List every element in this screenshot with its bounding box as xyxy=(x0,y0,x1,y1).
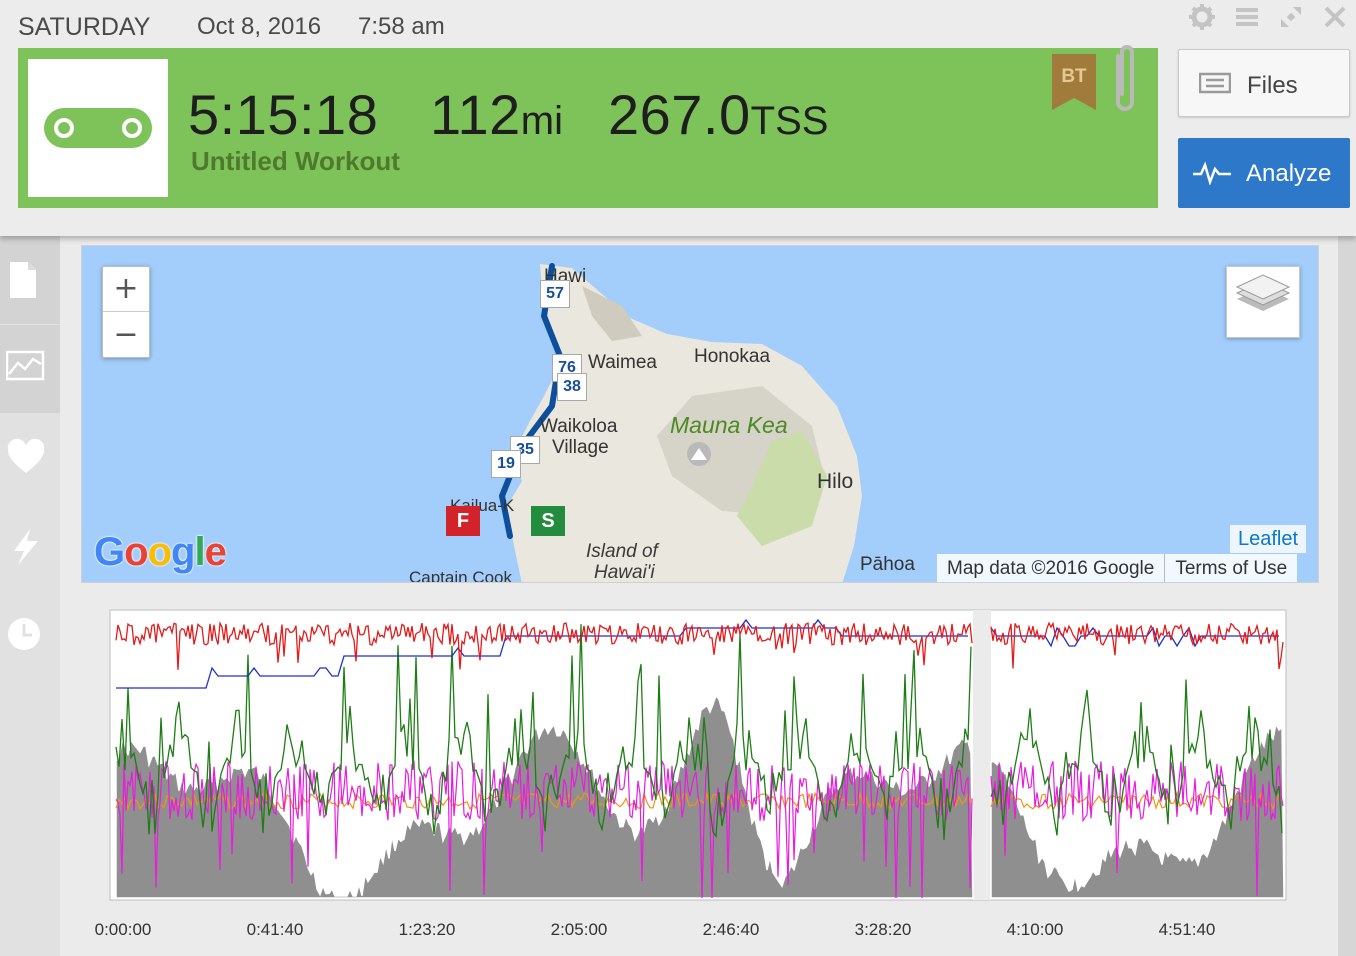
map-attribution: Map data ©2016 Google Terms of Use xyxy=(937,554,1298,582)
distance-value: 112 xyxy=(430,83,521,146)
sport-icon-box xyxy=(28,59,168,197)
tss-value: 267.0 xyxy=(608,83,751,146)
kohala-terrain xyxy=(582,286,642,341)
leaflet-link[interactable]: Leaflet xyxy=(1230,525,1307,553)
zoom-control: + − xyxy=(102,266,150,358)
x-axis-tick-label: 2:46:40 xyxy=(702,920,760,939)
graph-icon xyxy=(6,350,45,381)
forest-area xyxy=(737,431,827,546)
document-icon xyxy=(10,262,36,298)
map-label-hilo: Hilo xyxy=(817,470,854,493)
google-logo: Google xyxy=(94,530,227,574)
zoom-out-button[interactable]: − xyxy=(113,317,139,352)
x-axis-tick-label: 3:28:20 xyxy=(854,920,912,939)
menu-icon[interactable] xyxy=(1232,3,1262,31)
route-shield-57: 57 xyxy=(540,280,570,308)
map-label-waimea: Waimea xyxy=(588,352,657,373)
x-axis-tick-label: 1:23:20 xyxy=(398,920,456,939)
x-axis-tick-label: 2:05:00 xyxy=(550,920,608,939)
gear-icon[interactable] xyxy=(1187,3,1217,31)
analyze-button[interactable]: Analyze xyxy=(1178,138,1350,208)
x-axis-tick-label: 0:00:00 xyxy=(94,920,152,939)
files-button-label: Files xyxy=(1247,72,1298,99)
paperclip-icon[interactable] xyxy=(1110,44,1140,114)
route-shield-38: 38 xyxy=(557,373,587,401)
map-terrain xyxy=(499,263,862,582)
rail-heart-tab[interactable] xyxy=(0,414,60,502)
map-data-credit: Map data ©2016 Google xyxy=(947,558,1155,579)
mountain-marker-icon xyxy=(687,442,711,466)
tss-unit: TSS xyxy=(750,99,829,143)
expand-icon[interactable] xyxy=(1276,3,1306,31)
map-label-captain-cook: Captain Cook xyxy=(409,568,513,583)
heart-icon xyxy=(7,438,45,473)
files-icon xyxy=(1199,72,1231,94)
x-axis-tick-label: 4:51:40 xyxy=(1158,920,1216,939)
distance-unit: mi xyxy=(520,99,563,143)
x-axis-tick-label: 4:10:00 xyxy=(1006,920,1064,939)
files-button[interactable]: Files xyxy=(1178,49,1350,117)
workout-time: 7:58 am xyxy=(358,13,445,40)
map-layers-button[interactable] xyxy=(1226,266,1300,338)
rail-graph-tab[interactable] xyxy=(0,325,60,413)
bt-badge[interactable]: BT xyxy=(1052,54,1096,110)
map-label-mauna-kea: Mauna Kea xyxy=(670,412,788,438)
workout-graph[interactable]: 0:00:00 0:41:40 1:23:20 2:05:00 2:46:40 3:28:… xyxy=(81,596,1319,956)
clock-icon xyxy=(8,618,40,650)
x-axis-tick-label: 0:41:40 xyxy=(246,920,304,939)
map-label-village: Village xyxy=(552,437,609,458)
heart-rate-line xyxy=(115,620,1284,670)
bike-chain-icon xyxy=(44,108,152,148)
workout-summary-bar: 5:15:18 112mi 267.0TSS Untitled Workout … xyxy=(18,45,1158,208)
tss-metric: 267.0TSS xyxy=(608,82,828,147)
map-label-island: Island of xyxy=(586,541,658,562)
bt-badge-label: BT xyxy=(1061,66,1087,87)
rail-time-tab[interactable] xyxy=(0,592,60,680)
workout-graph-svg xyxy=(109,609,1287,901)
workout-title[interactable]: Untitled Workout xyxy=(191,146,400,176)
close-icon[interactable] xyxy=(1320,3,1350,31)
power-line xyxy=(115,624,1283,840)
graph-data-gap xyxy=(973,610,991,900)
rail-summary-tab[interactable] xyxy=(0,236,60,324)
duration-metric: 5:15:18 xyxy=(188,82,378,147)
route-shield-19: 19 xyxy=(491,450,521,478)
route-map[interactable]: Hawi Waimea Honokaa Waikoloa Village Mau… xyxy=(81,245,1319,583)
map-label-honokaa: Honokaa xyxy=(694,346,771,367)
distance-metric: 112mi xyxy=(430,82,563,147)
route-line xyxy=(499,263,563,539)
zoom-in-button[interactable]: + xyxy=(103,267,149,312)
duration-value: 5:15:18 xyxy=(188,83,379,146)
workout-day: SATURDAY xyxy=(18,13,151,41)
workout-header: SATURDAY Oct 8, 2016 7:58 am 5:15:18 112… xyxy=(0,0,1356,236)
lightning-icon xyxy=(14,529,38,565)
left-panel-rail xyxy=(0,236,60,956)
map-label-hawaii: Hawai'i xyxy=(594,562,655,583)
finish-flag-marker[interactable]: F xyxy=(446,506,480,536)
analyze-button-label: Analyze xyxy=(1246,160,1332,187)
rail-power-tab[interactable] xyxy=(0,503,60,591)
analyze-pulse-icon xyxy=(1193,161,1231,185)
workout-date: Oct 8, 2016 xyxy=(197,13,322,40)
map-label-pahoa: Pāhoa xyxy=(860,554,915,575)
map-label-waikoloa: Waikoloa xyxy=(540,416,618,437)
scrollbar-track[interactable] xyxy=(1338,236,1356,956)
start-flag-marker[interactable]: S xyxy=(531,506,565,536)
layers-icon xyxy=(1235,274,1291,311)
terms-of-use-link[interactable]: Terms of Use xyxy=(1175,558,1288,579)
